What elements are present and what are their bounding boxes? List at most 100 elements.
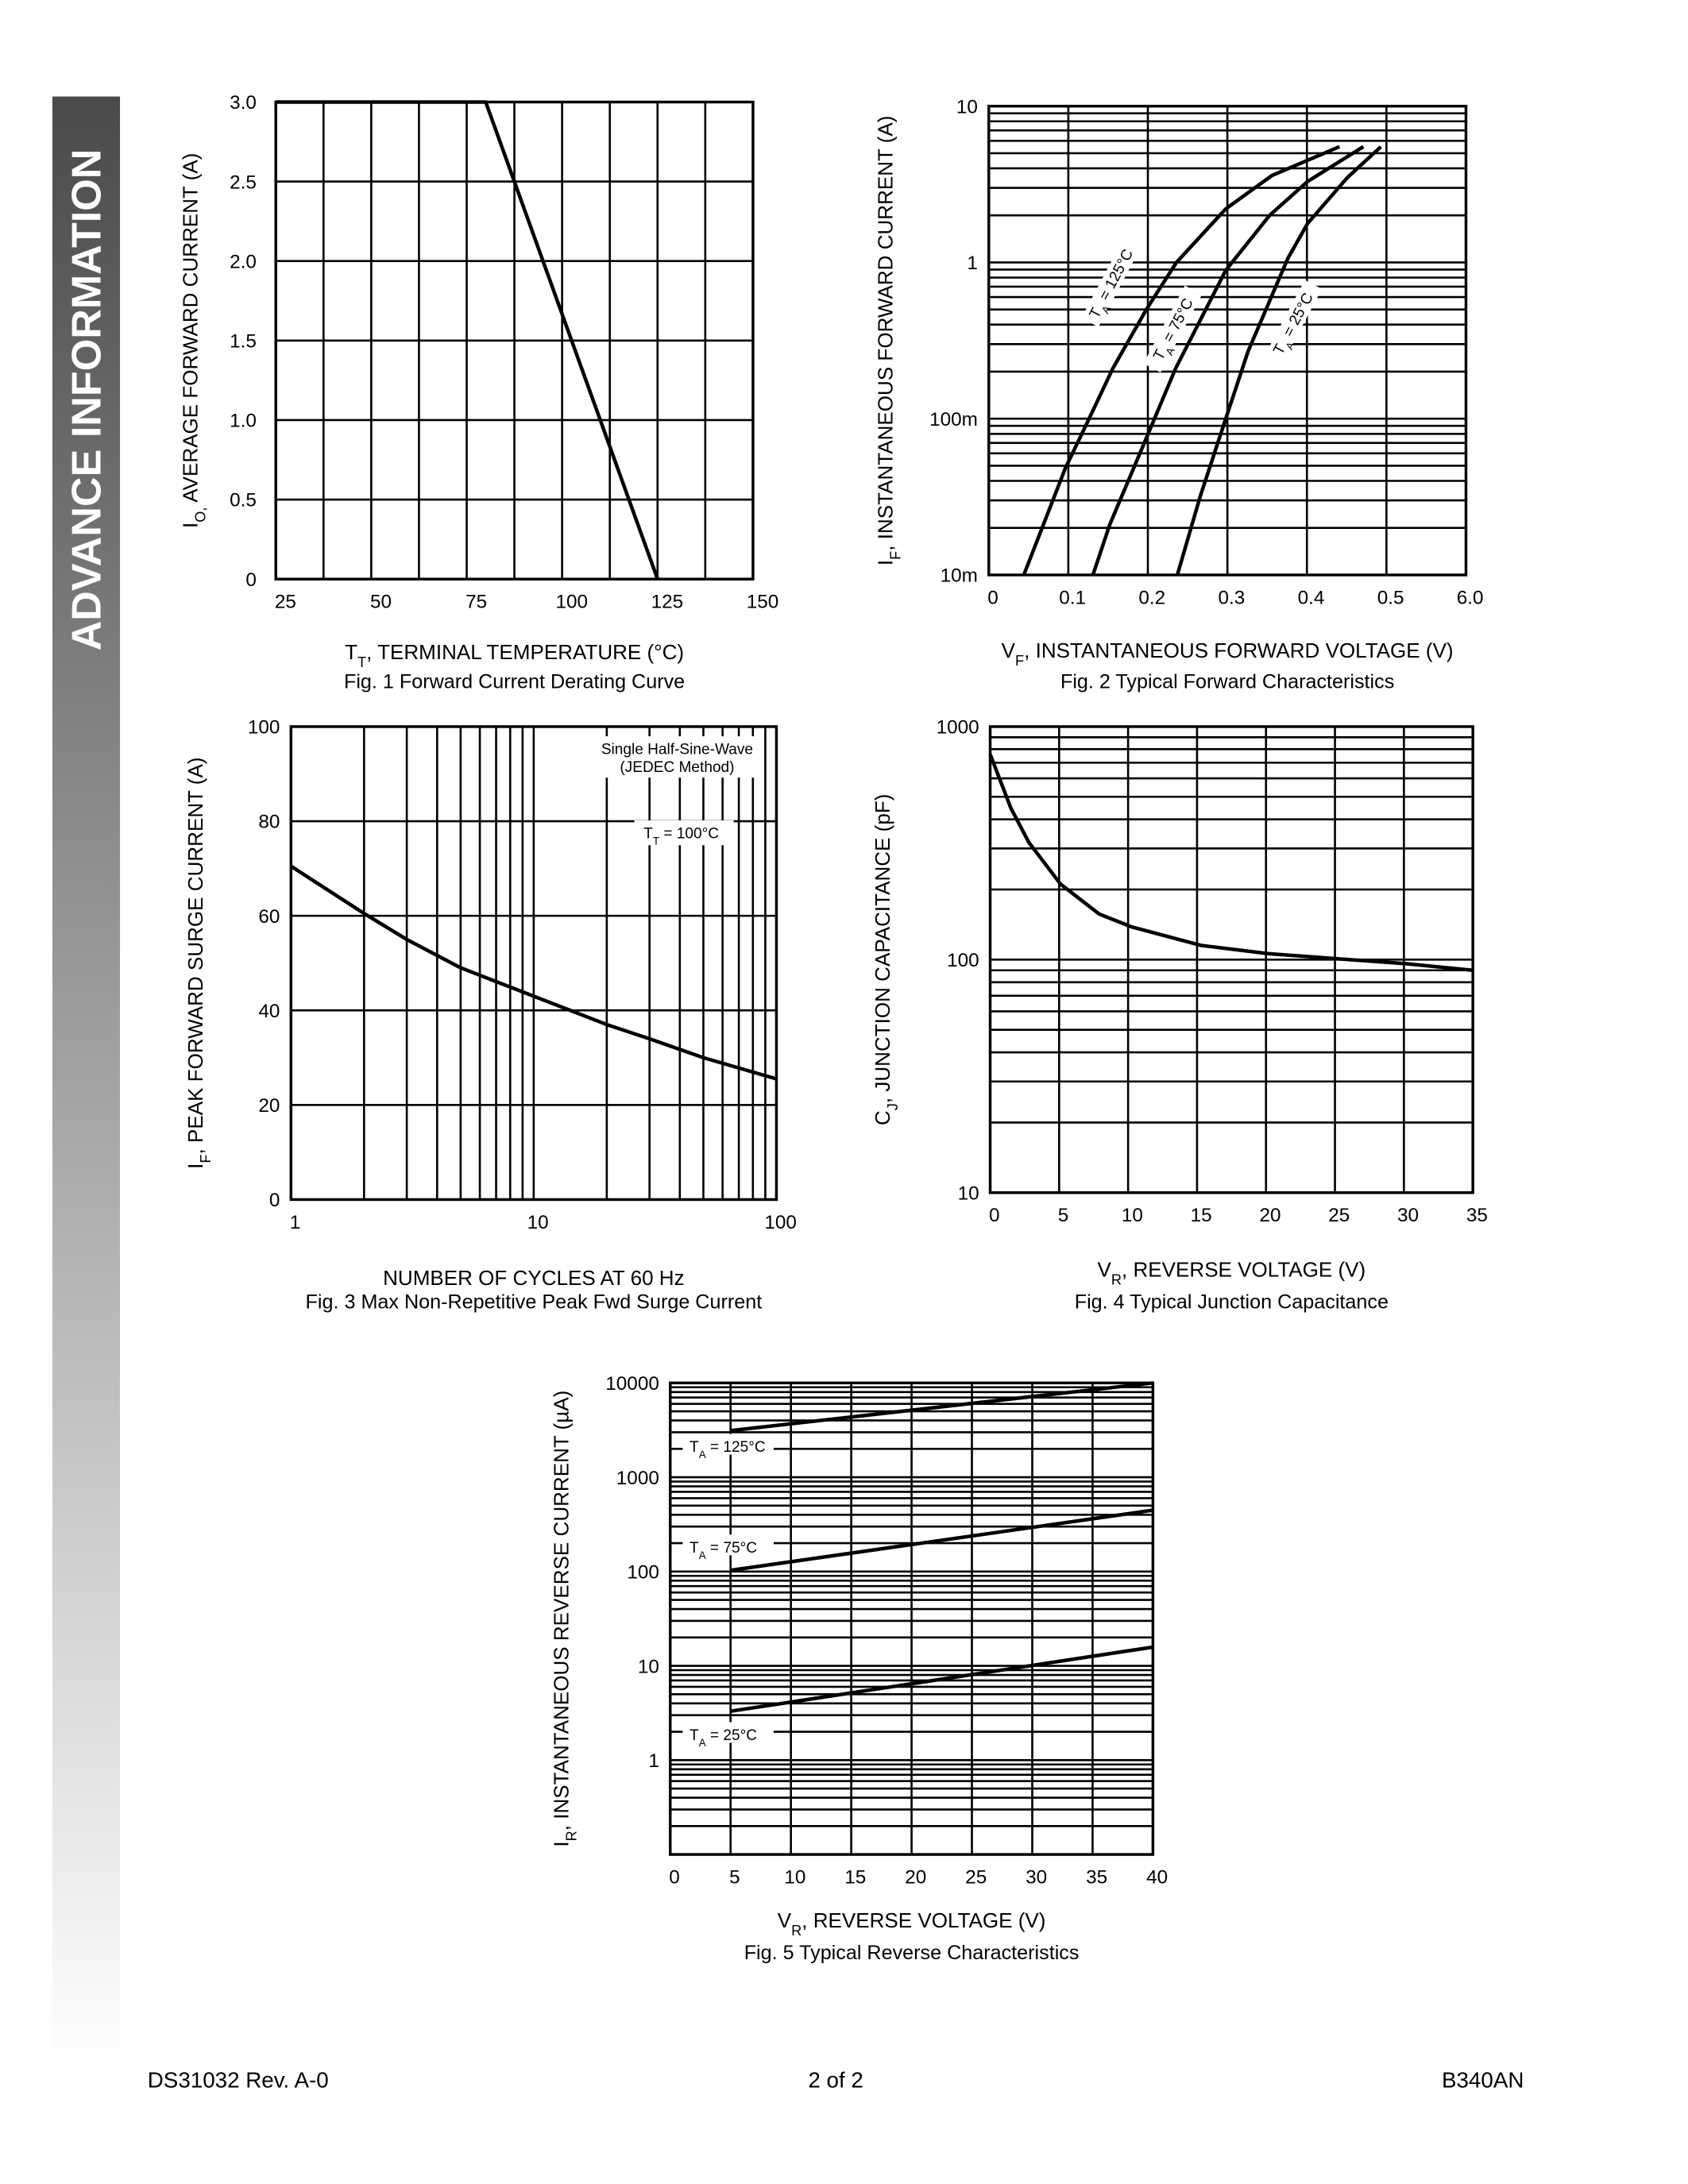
y-axis-label-symbol: C bbox=[871, 1110, 894, 1125]
chart-fig-5: TA = 125°CTA = 75°CTA = 25°C0 5 10 15 20 25 30… bbox=[549, 1373, 1168, 1964]
y-tick-label: 100 bbox=[947, 950, 979, 971]
y-tick-label: 0.5 bbox=[230, 490, 257, 511]
y-tick-label: 3.0 bbox=[230, 92, 257, 114]
x-axis-label-subscript: R bbox=[1111, 1272, 1122, 1288]
x-tick-label: 5 bbox=[1058, 1205, 1069, 1226]
series-line-1 bbox=[988, 754, 1474, 972]
series-label-text: = 25°C bbox=[706, 1727, 758, 1744]
x-tick-label: 0.1 bbox=[1059, 587, 1086, 608]
grid bbox=[274, 101, 755, 581]
x-tick-label: 40 bbox=[1146, 1867, 1168, 1889]
footer-page-number: 2 of 2 bbox=[808, 2067, 863, 2092]
x-tick-label: 0.3 bbox=[1218, 587, 1245, 608]
x-axis-label-text: , REVERSE VOLTAGE (V) bbox=[1122, 1258, 1365, 1282]
x-axis-label-subscript: F bbox=[1015, 653, 1024, 669]
figure-caption: Fig. 2 Typical Forward Characteristics bbox=[1060, 670, 1394, 693]
x-tick-label: 25 bbox=[275, 592, 296, 613]
annotation-temperature: TT = 100°C bbox=[643, 826, 719, 847]
x-axis-label: NUMBER OF CYCLES AT 60 Hz bbox=[383, 1266, 684, 1290]
y-axis-label-symbol: I bbox=[549, 1841, 573, 1846]
x-tick-label: 150 bbox=[747, 592, 779, 613]
y-tick-label: 1000 bbox=[616, 1468, 659, 1489]
y-axis-label-text: AVERAGE FORWARD CURRENT (A) bbox=[178, 153, 202, 507]
plot-frame bbox=[289, 725, 778, 1202]
grid bbox=[987, 105, 1467, 577]
y-tick-label: 80 bbox=[258, 812, 280, 833]
series-label-subscript: A bbox=[699, 1449, 706, 1461]
x-axis-label-text: , INSTANTANEOUS FORWARD VOLTAGE (V) bbox=[1024, 639, 1453, 662]
y-axis-label-text: , PEAK FORWARD SURGE CURRENT (A) bbox=[183, 758, 207, 1155]
y-axis-label: IR, INSTANTANEOUS REVERSE CURRENT (µA) bbox=[549, 1391, 579, 1847]
plot-frame bbox=[274, 100, 755, 581]
figure-caption: Fig. 5 Typical Reverse Characteristics bbox=[744, 1942, 1080, 1964]
y-axis-label-subscript: J bbox=[885, 1103, 901, 1110]
figure-caption: Fig. 1 Forward Current Derating Curve bbox=[344, 670, 685, 693]
series-label-subscript: A bbox=[699, 1549, 706, 1561]
x-tick-label: 125 bbox=[651, 592, 684, 613]
label-background bbox=[1143, 285, 1203, 372]
y-tick-label: 10000 bbox=[605, 1373, 659, 1395]
footer-doc-id: DS31032 Rev. A-0 bbox=[148, 2067, 329, 2092]
grid bbox=[290, 725, 778, 1201]
y-tick-label: 60 bbox=[258, 906, 280, 928]
y-tick-label: 1000 bbox=[937, 717, 979, 739]
x-axis-label-symbol: V bbox=[778, 1908, 792, 1932]
x-tick-label: 100 bbox=[556, 592, 589, 613]
y-axis-label-text: , INSTANTANEOUS FORWARD CURRENT (A) bbox=[873, 116, 897, 551]
series-line-1 bbox=[1022, 145, 1341, 576]
x-tick-label: 75 bbox=[465, 592, 487, 613]
sidebar-gradient-bar bbox=[52, 96, 121, 2069]
x-tick-label: 30 bbox=[1026, 1867, 1047, 1889]
series-line-1 bbox=[276, 100, 659, 580]
x-axis-label-text: NUMBER OF CYCLES AT 60 Hz bbox=[383, 1266, 684, 1290]
x-tick-label: 10 bbox=[784, 1867, 805, 1889]
x-tick-label: 0 bbox=[669, 1867, 680, 1889]
x-tick-label: 15 bbox=[1191, 1205, 1212, 1226]
sidebar-banner: ADVANCE INFORMATION bbox=[52, 96, 121, 2069]
series-line-3 bbox=[730, 1645, 1153, 1713]
series-line-3 bbox=[1175, 145, 1382, 576]
chart-fig-4: 0 5 10 15 20 25 30 35 10 100 1000 VR, REVERSE VOLTA… bbox=[871, 717, 1488, 1314]
x-tick-label: 100 bbox=[764, 1212, 797, 1233]
y-tick-label: 2.5 bbox=[230, 172, 257, 193]
chart-fig-3: Single Half-Sine-Wave(JEDEC Method) TT = … bbox=[183, 717, 797, 1314]
y-tick-label: 20 bbox=[258, 1095, 280, 1117]
y-tick-label: 100m bbox=[929, 409, 978, 430]
x-axis-label-subscript: T bbox=[357, 654, 366, 670]
x-axis-label: VF, INSTANTANEOUS FORWARD VOLTAGE (V) bbox=[1002, 639, 1454, 669]
x-tick-label: 0 bbox=[987, 587, 999, 608]
x-tick-label: 0 bbox=[989, 1205, 1000, 1226]
x-tick-label: 25 bbox=[965, 1867, 987, 1889]
label-background bbox=[682, 1722, 774, 1743]
x-axis-label-text: , REVERSE VOLTAGE (V) bbox=[802, 1908, 1045, 1932]
y-axis-label: IF, INSTANTANEOUS FORWARD CURRENT (A) bbox=[873, 116, 903, 566]
plot-frame bbox=[987, 104, 1468, 577]
series-line-1 bbox=[290, 864, 778, 1081]
y-tick-label: 100 bbox=[248, 717, 280, 739]
annotation-background bbox=[590, 736, 764, 778]
y-tick-label: 10 bbox=[956, 96, 978, 118]
series-label-symbol: T bbox=[689, 1439, 699, 1456]
x-tick-label: 5 bbox=[729, 1867, 740, 1889]
series-label: TA = 75°C bbox=[689, 1540, 757, 1561]
x-tick-label: 20 bbox=[905, 1867, 926, 1889]
x-axis-label-text: , TERMINAL TEMPERATURE (°C) bbox=[366, 640, 684, 664]
annotation-background bbox=[634, 820, 734, 846]
x-tick-label: 6.0 bbox=[1457, 587, 1484, 608]
series-line-1 bbox=[730, 1381, 1153, 1433]
chart-fig-2: TA = 125°CTA = 75°CTA = 25°C0 0.1 0.2 0.3 0.… bbox=[873, 96, 1483, 693]
y-axis-label-subscript: R bbox=[563, 1831, 579, 1841]
plot-frame bbox=[988, 725, 1474, 1194]
footer-part-number: B340AN bbox=[1442, 2067, 1524, 2092]
y-axis-label: IF, PEAK FORWARD SURGE CURRENT (A) bbox=[183, 758, 214, 1169]
series-label-subscript: A bbox=[699, 1736, 706, 1748]
x-tick-label: 30 bbox=[1397, 1205, 1419, 1226]
x-tick-label: 35 bbox=[1086, 1867, 1107, 1889]
y-tick-label: 2.0 bbox=[230, 251, 257, 272]
label-background bbox=[682, 1433, 774, 1455]
label-background bbox=[1081, 240, 1140, 327]
x-axis-label: VR, REVERSE VOLTAGE (V) bbox=[778, 1908, 1046, 1939]
x-tick-label: 35 bbox=[1466, 1205, 1488, 1226]
